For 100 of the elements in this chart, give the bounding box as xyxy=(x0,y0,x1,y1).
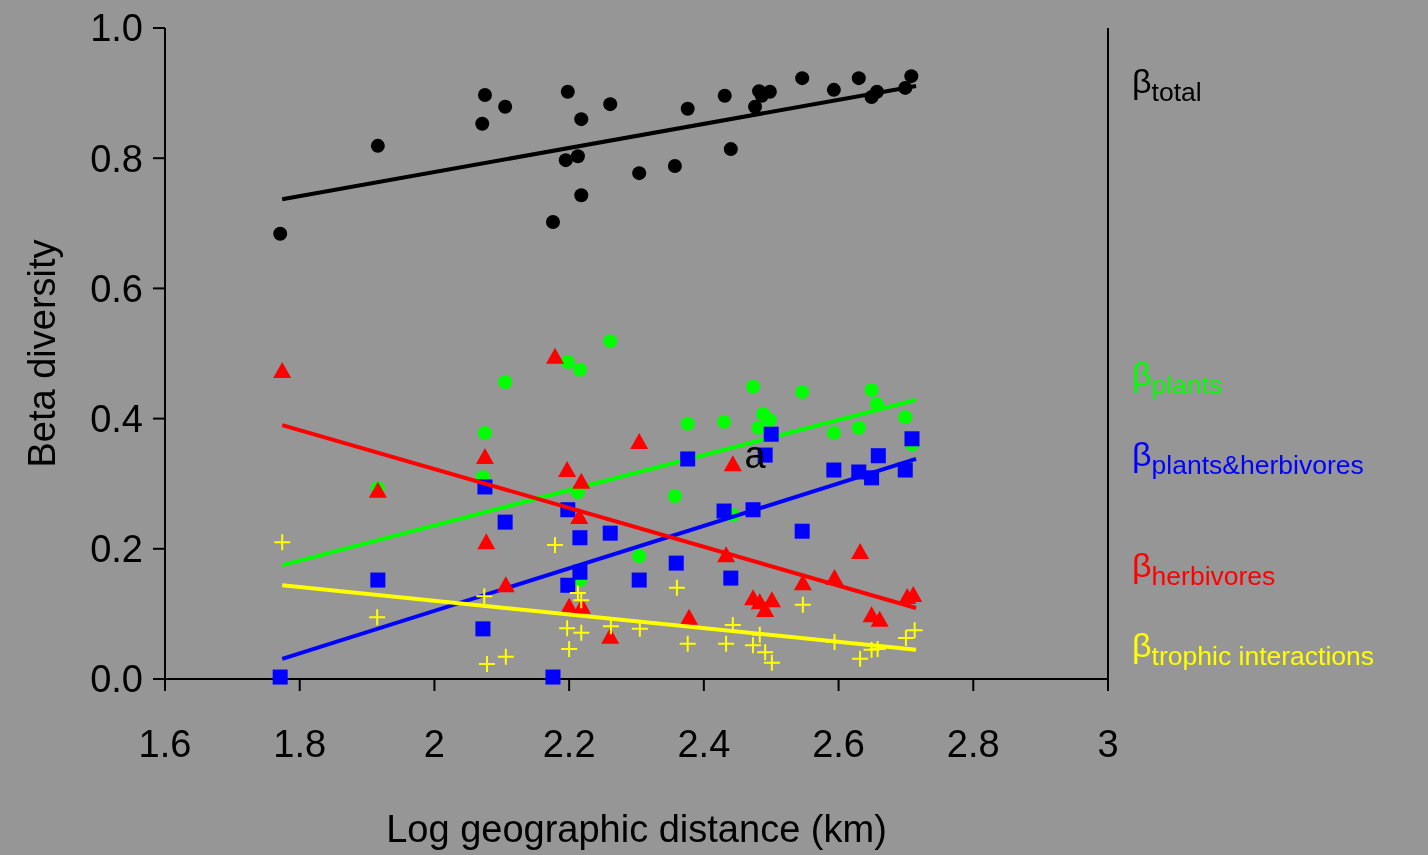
point xyxy=(475,587,494,606)
point xyxy=(851,543,870,560)
point xyxy=(851,71,866,86)
y-tick-label: 1.0 xyxy=(90,7,143,50)
point xyxy=(717,88,732,103)
x-tick-label: 2.2 xyxy=(542,723,596,765)
point xyxy=(904,69,919,84)
point xyxy=(273,362,292,379)
point xyxy=(273,533,292,552)
point xyxy=(631,572,647,588)
point xyxy=(475,116,490,131)
point xyxy=(793,595,812,614)
point xyxy=(723,455,742,472)
point xyxy=(795,71,810,86)
point xyxy=(498,99,513,114)
point xyxy=(570,149,585,164)
point xyxy=(748,99,763,114)
point xyxy=(630,433,649,450)
point xyxy=(560,84,575,99)
point xyxy=(477,88,492,103)
point xyxy=(762,412,777,427)
point xyxy=(667,578,686,597)
point xyxy=(904,431,920,447)
point xyxy=(603,334,618,349)
point xyxy=(746,379,761,394)
y-tick-label: 0.6 xyxy=(90,267,143,310)
point xyxy=(272,669,288,685)
point xyxy=(905,621,924,640)
point xyxy=(795,384,810,399)
point xyxy=(574,112,589,127)
point xyxy=(368,608,387,627)
y-tick-label: 0.4 xyxy=(90,397,143,440)
text: β$_{trophic interactions}$ xyxy=(1132,625,1375,671)
point xyxy=(870,448,886,464)
point xyxy=(560,354,575,369)
point xyxy=(717,634,736,653)
point xyxy=(572,623,591,642)
point xyxy=(570,507,589,524)
point xyxy=(477,655,496,674)
point xyxy=(680,451,696,467)
point xyxy=(475,621,491,637)
point xyxy=(545,669,561,685)
point xyxy=(762,84,777,99)
point xyxy=(897,462,913,478)
point xyxy=(851,649,870,668)
point xyxy=(756,600,775,617)
point xyxy=(851,420,866,435)
point xyxy=(744,636,763,655)
point xyxy=(370,572,386,588)
point xyxy=(477,425,492,440)
point xyxy=(572,362,587,377)
y-tick-label: 0.2 xyxy=(90,528,143,571)
point xyxy=(572,530,588,546)
point xyxy=(558,153,573,168)
point xyxy=(558,461,577,478)
point xyxy=(862,640,881,659)
point xyxy=(826,82,841,97)
point xyxy=(496,647,515,666)
point xyxy=(717,414,732,429)
point xyxy=(273,226,288,241)
point xyxy=(794,523,810,539)
point xyxy=(632,548,647,563)
point xyxy=(603,97,618,112)
point xyxy=(560,577,576,593)
point xyxy=(572,472,591,489)
point xyxy=(896,628,915,647)
point xyxy=(680,608,699,625)
x-tick-label: 3 xyxy=(1097,723,1119,765)
text: β$_{plants&herbivores}$ xyxy=(1132,434,1364,480)
point xyxy=(574,188,589,203)
point xyxy=(723,570,739,586)
y-tick-label: 0.8 xyxy=(90,137,143,180)
point xyxy=(826,425,841,440)
point xyxy=(667,489,682,504)
x-tick-label: 2.8 xyxy=(946,723,1000,765)
point xyxy=(898,410,913,425)
point xyxy=(546,535,564,554)
point xyxy=(370,138,385,153)
y-tick-label: 0.0 xyxy=(90,658,143,701)
x-tick-label: 1.8 xyxy=(273,723,327,765)
point xyxy=(497,514,513,530)
point xyxy=(560,640,579,659)
point xyxy=(864,382,879,397)
point xyxy=(632,166,647,181)
point xyxy=(601,627,620,644)
x-axis-title: Log geographic distance (km) xyxy=(386,808,887,850)
text: β$_{plants}$ xyxy=(1132,354,1223,400)
point xyxy=(868,640,887,659)
point xyxy=(680,101,695,116)
point xyxy=(667,159,682,174)
point xyxy=(678,634,697,653)
point xyxy=(751,420,766,435)
point xyxy=(763,426,779,442)
point xyxy=(826,462,842,478)
annotation: a xyxy=(744,434,767,477)
point xyxy=(558,619,577,638)
point xyxy=(496,576,515,593)
y-axis-title: Beta diversity xyxy=(21,239,63,468)
point xyxy=(475,448,494,465)
text: β$_{total}$ xyxy=(1132,61,1202,107)
